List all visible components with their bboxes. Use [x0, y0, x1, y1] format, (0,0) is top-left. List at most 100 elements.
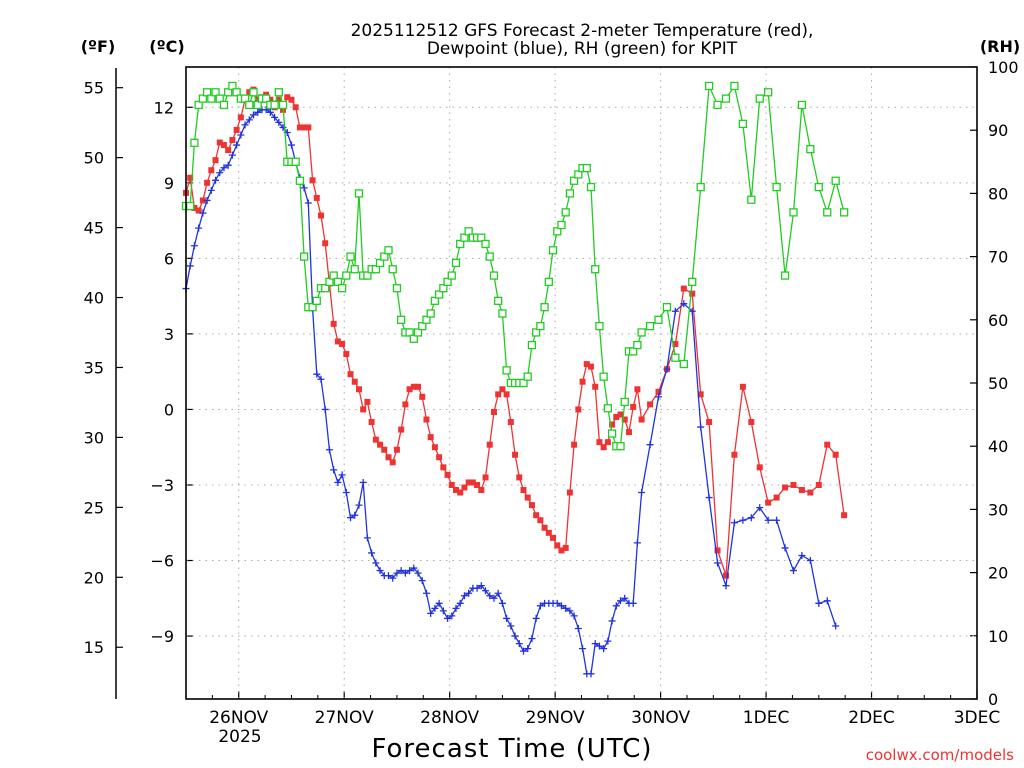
- data-point-rh: [523, 372, 532, 381]
- data-point-dewpoint: [595, 642, 603, 650]
- data-point-dewpoint: [422, 589, 430, 597]
- data-point-dewpoint: [528, 635, 536, 643]
- data-point-dewpoint: [553, 599, 561, 607]
- chart-title-line2: Dewpoint (blue), RH (green) for KPIT: [427, 39, 738, 59]
- rh-tick-label: 100: [988, 58, 1019, 77]
- data-point-temperature: [841, 512, 848, 519]
- data-point-dewpoint: [410, 564, 418, 572]
- data-point-rh: [405, 328, 414, 337]
- data-point-temperature: [368, 419, 375, 426]
- series-line-rh: [186, 83, 845, 447]
- data-point-temperature: [587, 363, 594, 370]
- data-point-temperature: [748, 419, 755, 426]
- data-point-dewpoint: [638, 489, 646, 497]
- data-point-temperature: [267, 96, 274, 103]
- data-point-dewpoint: [389, 574, 397, 582]
- data-point-dewpoint: [418, 577, 426, 585]
- data-point-rh: [253, 100, 262, 110]
- data-point-rh: [346, 252, 355, 261]
- data-point-temperature: [220, 142, 227, 149]
- data-point-temperature: [339, 340, 346, 347]
- chart-title-line1: 2025112512 GFS Forecast 2-meter Temperat…: [351, 21, 814, 41]
- data-point-temperature: [233, 126, 240, 133]
- data-point-temperature: [495, 391, 502, 398]
- fahrenheit-tick-label: 30: [84, 428, 104, 447]
- data-point-dewpoint: [321, 405, 329, 413]
- data-point-temperature: [562, 544, 569, 551]
- data-point-rh: [202, 88, 212, 97]
- data-point-dewpoint: [224, 161, 232, 169]
- data-point-rh: [713, 100, 722, 110]
- data-point-dewpoint: [524, 645, 532, 653]
- data-point-temperature: [731, 451, 738, 458]
- data-point-dewpoint: [228, 151, 236, 159]
- data-point-rh: [215, 94, 224, 103]
- celsius-tick-label: 0: [164, 400, 174, 419]
- data-point-temperature: [490, 408, 497, 415]
- data-point-temperature: [537, 517, 544, 524]
- data-point-dewpoint: [498, 599, 506, 607]
- data-point-rh: [519, 378, 528, 388]
- data-point-dewpoint: [654, 393, 662, 401]
- data-point-temperature: [305, 124, 312, 131]
- data-point-rh: [527, 340, 537, 350]
- data-point-temperature: [554, 542, 561, 549]
- data-point-temperature: [212, 157, 219, 164]
- plot-frame: [185, 66, 978, 700]
- data-point-temperature: [360, 406, 367, 413]
- rh-tick-label: 60: [988, 311, 1008, 330]
- data-point-rh: [430, 296, 440, 305]
- data-point-dewpoint: [515, 640, 523, 648]
- data-point-temperature: [296, 124, 303, 131]
- data-point-temperature: [550, 534, 557, 541]
- data-point-temperature: [824, 441, 831, 448]
- data-point-rh: [380, 252, 389, 261]
- rh-tick-label: 50: [988, 374, 1008, 393]
- data-point-rh: [557, 220, 566, 230]
- data-point-dewpoint: [397, 567, 405, 575]
- data-point-dewpoint: [646, 441, 654, 449]
- data-point-dewpoint: [190, 242, 198, 250]
- time-tick-label: 1DEC: [743, 708, 790, 728]
- time-tick-label: 26NOV: [209, 708, 268, 728]
- data-point-dewpoint: [465, 589, 473, 597]
- data-point-rh: [591, 265, 600, 274]
- data-point-rh: [755, 94, 764, 103]
- data-point-rh: [569, 176, 579, 185]
- rh-tick-label: 80: [988, 184, 1008, 203]
- data-point-dewpoint: [612, 602, 620, 610]
- data-point-rh: [553, 227, 562, 236]
- data-point-rh: [494, 296, 503, 305]
- data-point-temperature: [765, 499, 772, 506]
- data-point-temperature: [406, 386, 413, 393]
- data-point-dewpoint: [401, 569, 409, 577]
- data-point-temperature: [355, 386, 362, 393]
- data-point-dewpoint: [722, 582, 730, 590]
- data-point-dewpoint: [663, 365, 671, 373]
- data-point-rh: [485, 252, 494, 261]
- series-dewpoint: [182, 106, 840, 678]
- data-point-dewpoint: [519, 647, 527, 655]
- data-point-temperature: [609, 421, 616, 428]
- data-point-rh: [780, 271, 790, 280]
- data-point-temperature: [503, 391, 510, 398]
- data-point-rh: [350, 265, 359, 274]
- data-point-rh: [460, 233, 469, 242]
- data-point-temperature: [381, 446, 388, 453]
- data-point-rh: [738, 119, 748, 129]
- data-point-dewpoint: [186, 262, 194, 270]
- data-point-temperature: [322, 240, 329, 247]
- data-point-dewpoint: [203, 196, 211, 204]
- data-point-rh: [806, 145, 815, 154]
- data-point-dewpoint: [798, 551, 806, 559]
- data-point-rh: [232, 88, 241, 97]
- data-point-rh: [704, 81, 714, 91]
- time-tick-label: 28NOV: [420, 708, 479, 728]
- data-point-temperature: [254, 96, 261, 103]
- data-point-rh: [464, 227, 473, 236]
- data-point-rh: [422, 315, 431, 324]
- data-point-dewpoint: [241, 121, 249, 129]
- data-point-temperature: [284, 94, 291, 101]
- data-point-rh: [764, 88, 773, 97]
